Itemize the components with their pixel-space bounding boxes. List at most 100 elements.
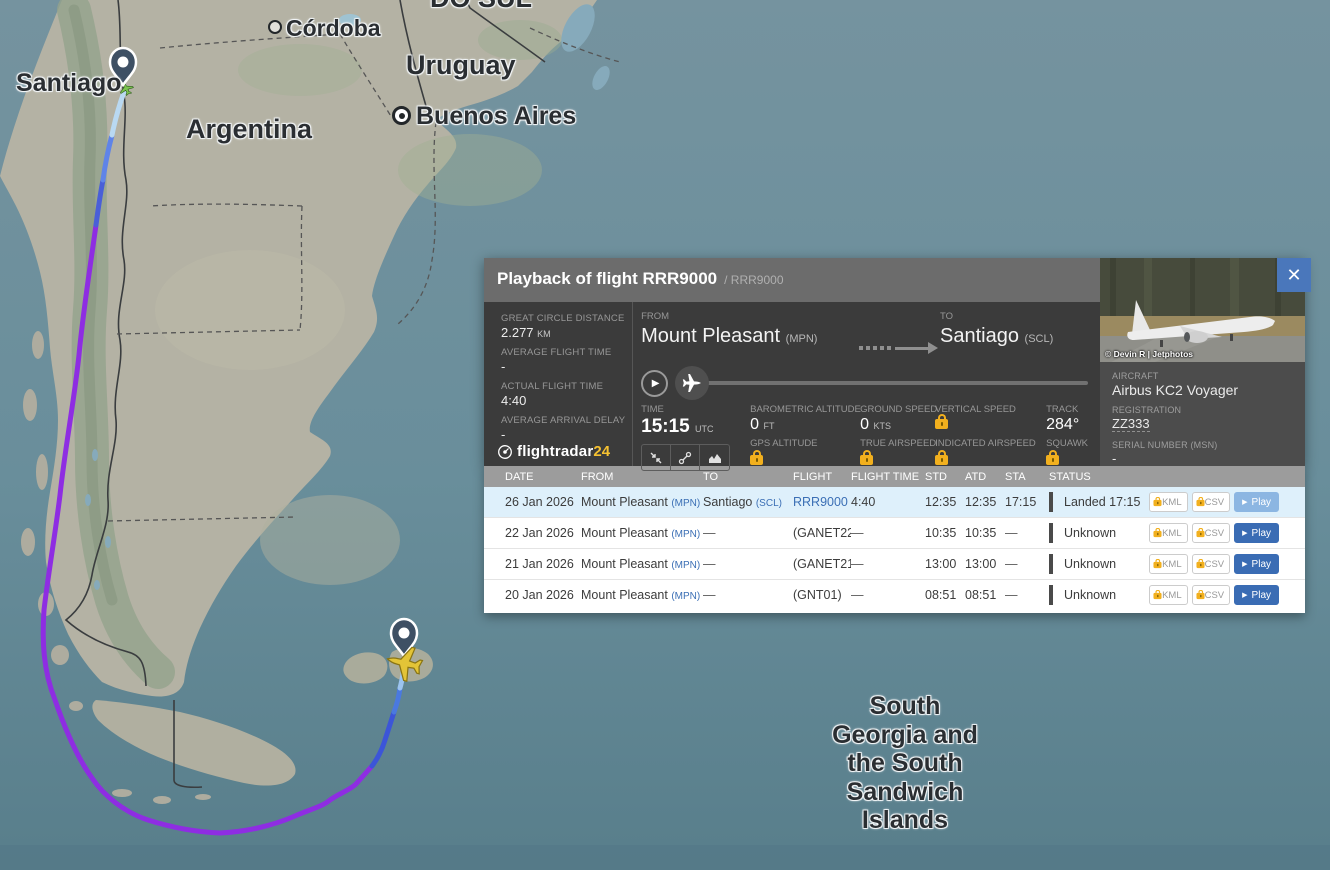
table-row[interactable]: 21 Jan 2026 Mount Pleasant (MPN) — (GANE…	[484, 548, 1305, 579]
status-text: Landed 17:15	[1064, 495, 1141, 509]
radar-icon	[498, 444, 512, 459]
status-bar	[1049, 554, 1053, 574]
lock-icon	[935, 414, 949, 429]
lock-icon	[860, 450, 874, 465]
lock-icon	[1046, 450, 1060, 465]
telemetry-track: TRACK 284° SQUAWK	[1046, 404, 1088, 471]
telemetry-altitude: BAROMETRIC ALTITUDE 0 FT GPS ALTITUDE	[750, 404, 861, 471]
slider-plane-thumb[interactable]	[675, 366, 710, 400]
destination-pin[interactable]	[108, 46, 138, 88]
playback-play-button[interactable]: ▶	[641, 369, 669, 397]
map-label-south-georgia: South Georgia and the South Sandwich Isl…	[832, 692, 978, 834]
area-chart-icon	[708, 453, 721, 463]
row-play-button[interactable]: ▶ Play	[1234, 585, 1279, 605]
lock-icon	[750, 450, 764, 465]
ocean-deep-band	[0, 845, 1330, 870]
map-label-uruguay: Uruguay	[406, 50, 516, 80]
aircraft-type: Airbus KC2 Voyager	[1112, 382, 1239, 398]
playback-toolbar	[641, 444, 731, 471]
lock-icon	[1196, 589, 1205, 600]
table-header: DATE FROM TO FLIGHT FLIGHT TIME STD ATD …	[484, 466, 1305, 487]
play-icon: ▶	[1242, 592, 1248, 599]
route-icon	[678, 451, 692, 464]
stat-average-arrival-delay: AVERAGE ARRIVAL DELAY -	[501, 415, 626, 442]
aircraft-photo-image	[1100, 258, 1305, 362]
lock-icon	[1153, 527, 1162, 538]
kml-download-button[interactable]: KML	[1149, 585, 1188, 605]
aircraft-registration[interactable]: ZZ333	[1112, 416, 1150, 432]
aircraft-photo: © Devin R | Jetphotos	[1100, 258, 1305, 362]
lock-icon	[1196, 496, 1205, 507]
telemetry-vertical-speed: VERTICAL SPEED INDICATED AIRSPEED	[935, 404, 1046, 471]
route-to: TO Santiago (SCL)	[940, 311, 1054, 347]
playback-slider[interactable]	[675, 366, 1088, 400]
aircraft-marker[interactable]	[383, 642, 425, 683]
photo-credit: © Devin R | Jetphotos	[1105, 349, 1193, 359]
flight-track	[40, 89, 407, 836]
csv-download-button[interactable]: CSV	[1191, 523, 1231, 543]
stat-great-circle-distance: GREAT CIRCLE DISTANCE 2.277 KM	[501, 313, 625, 340]
fuegian-islets	[69, 701, 211, 804]
kml-download-button[interactable]: KML	[1149, 554, 1188, 574]
play-icon: ▶	[651, 377, 660, 389]
slider-track[interactable]	[705, 381, 1088, 385]
country-borders	[64, 0, 546, 789]
table-row[interactable]: 26 Jan 2026 Mount Pleasant (MPN) Santiag…	[484, 487, 1305, 517]
row-play-button[interactable]: ▶ Play	[1234, 554, 1279, 574]
lock-icon	[1196, 558, 1205, 569]
origin-pin[interactable]	[389, 617, 419, 659]
lock-icon	[1196, 527, 1205, 538]
land-texture	[57, 0, 562, 689]
city-marker-icon	[268, 20, 282, 34]
lock-icon	[1153, 496, 1162, 507]
status-text: Unknown	[1064, 526, 1117, 540]
plane-icon	[682, 374, 702, 392]
province-borders	[107, 27, 621, 522]
csv-download-button[interactable]: CSV	[1191, 585, 1231, 605]
telemetry-ground-speed: GROUND SPEED 0 KTS TRUE AIRSPEED	[860, 404, 937, 471]
panel-header: Playback of flight RRR9000 / RRR9000	[484, 258, 1100, 302]
land-tierra-del-fuego	[92, 700, 296, 786]
route-from: FROM Mount Pleasant (MPN)	[641, 311, 818, 347]
status-text: Unknown	[1064, 588, 1117, 602]
altitude-graph-button[interactable]	[700, 445, 729, 470]
telemetry-time: TIME 15:15 UTC	[641, 404, 750, 471]
playback-panel: ✕ Playback of flight RRR9000 / RRR9000 G…	[484, 258, 1311, 613]
play-icon: ▶	[1242, 499, 1248, 506]
map-label-buenos-aires: Buenos Aires	[392, 103, 576, 129]
status-bar	[1049, 585, 1053, 605]
flight-stats-column: GREAT CIRCLE DISTANCE 2.277 KM AVERAGE F…	[484, 302, 634, 466]
shrink-panel-button[interactable]	[642, 445, 672, 470]
map-label-partial-region: DO SUL	[430, 0, 532, 12]
flightradar24-logo: flightradar 24	[497, 443, 610, 460]
table-row[interactable]: 22 Jan 2026 Mount Pleasant (MPN) — (GANE…	[484, 517, 1305, 548]
coastal-islands	[21, 331, 69, 665]
flight-history-table: DATE FROM TO FLIGHT FLIGHT TIME STD ATD …	[484, 466, 1305, 613]
lock-icon	[1153, 589, 1162, 600]
route-button[interactable]	[671, 445, 701, 470]
csv-download-button[interactable]: CSV	[1191, 492, 1231, 512]
row-play-button[interactable]: ▶ Play	[1234, 523, 1279, 543]
row-play-button[interactable]: ▶ Play	[1234, 492, 1279, 512]
map-label-santiago: Santiago	[16, 69, 122, 97]
lakes	[85, 4, 610, 590]
kml-download-button[interactable]: KML	[1149, 492, 1188, 512]
play-icon: ▶	[1242, 561, 1248, 568]
status-bar	[1049, 492, 1053, 512]
status-bar	[1049, 523, 1053, 543]
table-row[interactable]: 20 Jan 2026 Mount Pleasant (MPN) — (GNT0…	[484, 579, 1305, 610]
flight-number-link[interactable]: RRR9000	[793, 495, 848, 509]
panel-subtitle: / RRR9000	[724, 273, 784, 287]
compress-icon	[650, 452, 662, 463]
capital-marker-icon	[392, 106, 411, 125]
lock-icon	[935, 450, 949, 465]
map-label-argentina: Argentina	[186, 114, 313, 144]
route-arrow-icon	[859, 335, 939, 361]
kml-download-button[interactable]: KML	[1149, 523, 1188, 543]
stat-actual-flight-time: ACTUAL FLIGHT TIME 4:40	[501, 381, 604, 408]
map-label-cordoba: Córdoba	[268, 16, 381, 40]
close-button[interactable]: ✕	[1277, 258, 1311, 292]
lock-icon	[1153, 558, 1162, 569]
close-icon: ✕	[1286, 265, 1302, 285]
csv-download-button[interactable]: CSV	[1191, 554, 1231, 574]
